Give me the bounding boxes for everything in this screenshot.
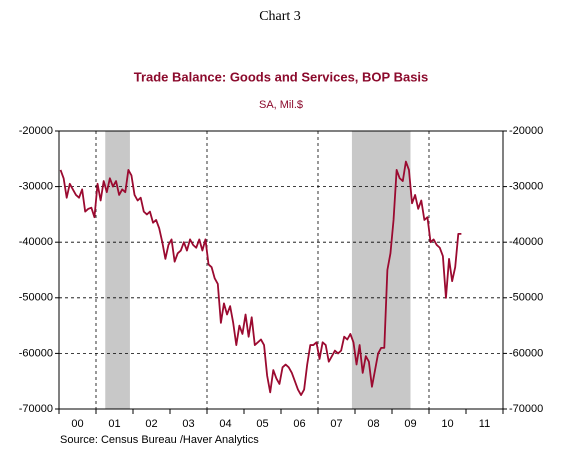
plot-frame bbox=[58, 130, 504, 410]
x-tick-label: 11 bbox=[479, 418, 490, 430]
y-tick-label: -30000 bbox=[19, 181, 53, 193]
x-tick-label: 00 bbox=[71, 418, 83, 430]
y-tick-label: -70000 bbox=[19, 403, 53, 415]
y2-tick-label: -50000 bbox=[509, 292, 543, 304]
y-tick-label: -60000 bbox=[19, 347, 53, 359]
x-tick-label: 05 bbox=[256, 418, 268, 430]
y-tick-label: -40000 bbox=[19, 236, 53, 248]
recession-band bbox=[351, 131, 411, 409]
x-tick-label: 09 bbox=[404, 418, 416, 430]
x-tick-label: 06 bbox=[293, 418, 305, 430]
y2-tick-label: -60000 bbox=[509, 347, 543, 359]
x-tick-label: 03 bbox=[182, 418, 194, 430]
heading: Chart 3 bbox=[259, 9, 301, 24]
y-tick-label: -20000 bbox=[19, 125, 53, 137]
recession-band bbox=[105, 131, 130, 409]
x-tick-label: 01 bbox=[108, 418, 120, 430]
y2-tick-label: -40000 bbox=[509, 236, 543, 248]
y-tick-label: -50000 bbox=[19, 292, 53, 304]
chart-title: Trade Balance: Goods and Services, BOP B… bbox=[134, 69, 429, 84]
x-tick-label: 02 bbox=[145, 418, 157, 430]
x-tick-label: 07 bbox=[330, 418, 342, 430]
series-line bbox=[59, 160, 462, 396]
x-tick-label: 10 bbox=[441, 418, 453, 430]
x-tick-label: 08 bbox=[367, 418, 379, 430]
x-tick-label: 04 bbox=[219, 418, 231, 430]
subtitle: SA, Mil.$ bbox=[259, 99, 303, 111]
source: Source: Census Bureau /Haver Analytics bbox=[60, 434, 259, 446]
y2-tick-label: -70000 bbox=[509, 403, 543, 415]
y2-tick-label: -20000 bbox=[509, 125, 543, 137]
y2-tick-label: -30000 bbox=[509, 181, 543, 193]
